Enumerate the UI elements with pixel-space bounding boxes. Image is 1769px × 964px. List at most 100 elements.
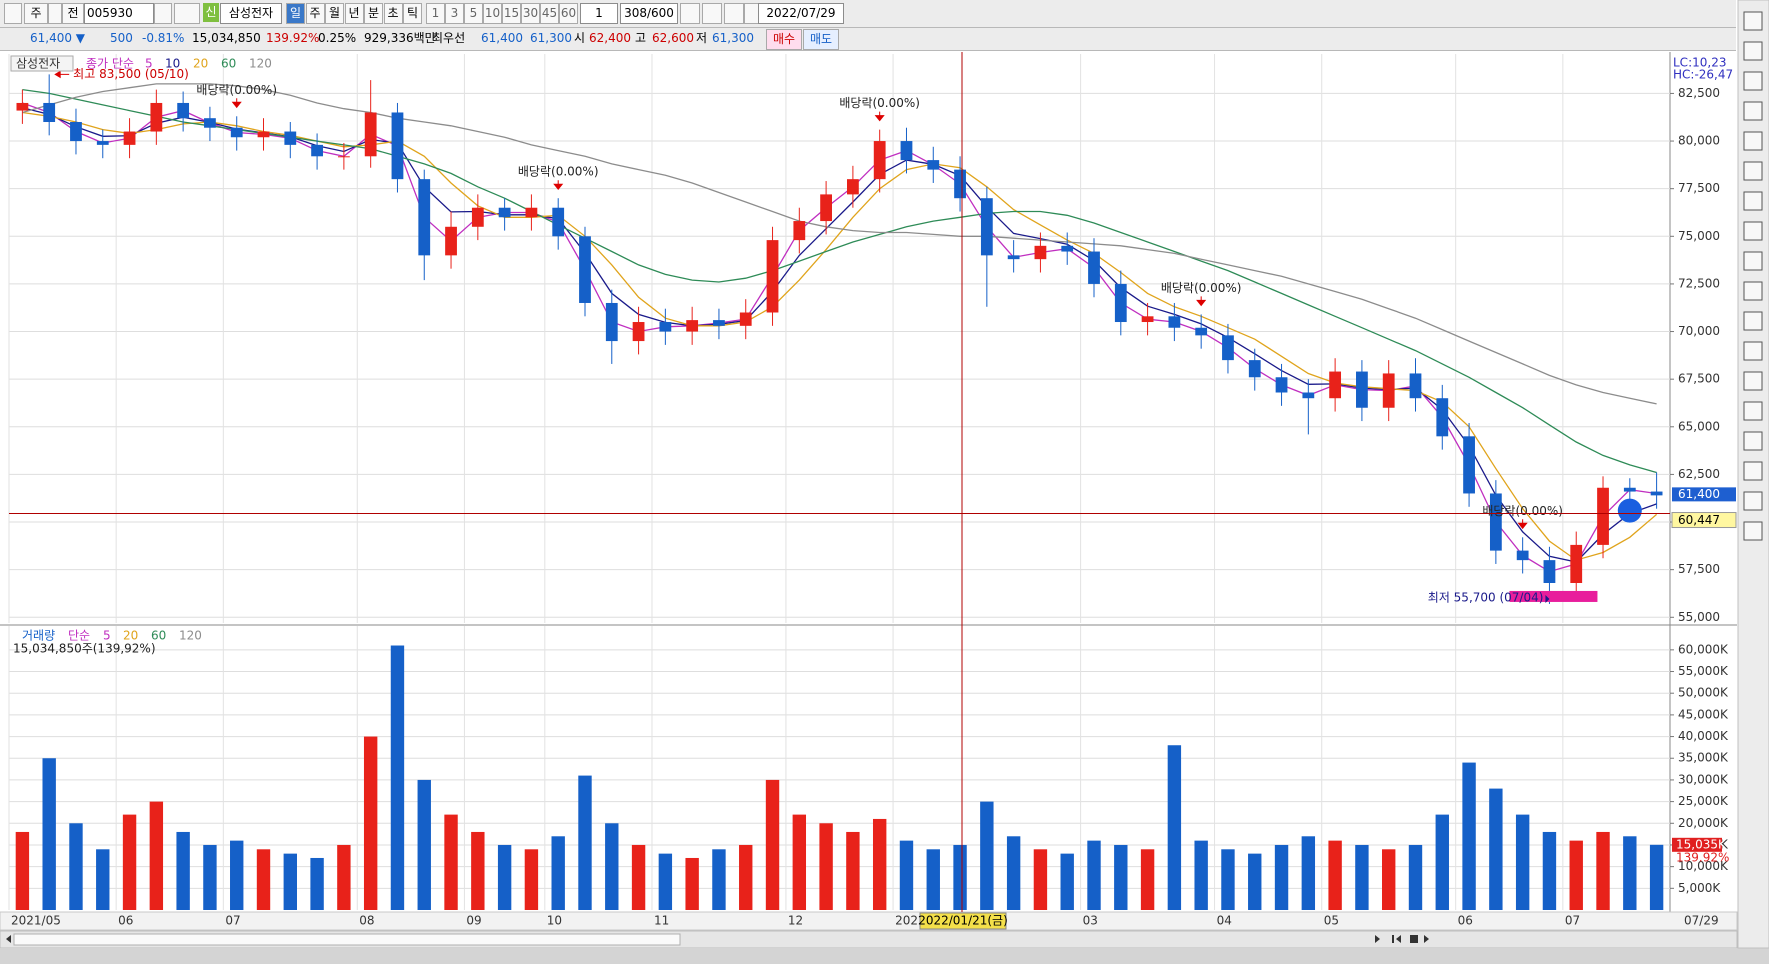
legend-entry[interactable]: 120 bbox=[249, 57, 272, 71]
candle-body bbox=[1007, 255, 1020, 260]
minute-button[interactable]: 3 bbox=[445, 3, 464, 24]
period-button[interactable]: 분 bbox=[364, 3, 383, 24]
period-button[interactable]: 주 bbox=[305, 3, 325, 24]
icon[interactable] bbox=[48, 3, 62, 24]
tool-icon[interactable] bbox=[1743, 401, 1763, 421]
y-tick-label: 20,000K bbox=[1678, 816, 1729, 830]
candle-body bbox=[337, 156, 350, 158]
minute-button[interactable]: 60 bbox=[559, 3, 578, 24]
code-input[interactable]: 005930 bbox=[84, 3, 154, 24]
tool-icon[interactable] bbox=[1743, 41, 1763, 61]
candle-body bbox=[1436, 398, 1449, 437]
candle-body bbox=[43, 102, 56, 123]
tool-icon[interactable] bbox=[1743, 371, 1763, 391]
crosshair-price: 60,447 bbox=[1678, 513, 1720, 527]
tool-icon[interactable] bbox=[1743, 461, 1763, 481]
quote-volume: 15,034,850 bbox=[192, 31, 261, 45]
minute-button[interactable]: 30 bbox=[521, 3, 540, 24]
indicator-lc: LC:10,23 bbox=[1673, 56, 1726, 70]
x-tick-label: 04 bbox=[1217, 914, 1232, 928]
chart-title: 삼성전자 bbox=[16, 57, 60, 71]
legend-entry[interactable]: 20 bbox=[123, 629, 138, 643]
icon[interactable] bbox=[680, 3, 700, 24]
tool-icon[interactable] bbox=[1743, 281, 1763, 301]
dividend-arrow bbox=[1517, 519, 1528, 530]
tool-icon[interactable] bbox=[1743, 491, 1763, 511]
legend-entry[interactable]: 60 bbox=[221, 57, 236, 71]
legend-entry[interactable]: 120 bbox=[179, 629, 202, 643]
buy-button[interactable]: 매수 bbox=[766, 29, 802, 50]
prefix[interactable]: 전 bbox=[62, 3, 84, 24]
tool-icon[interactable] bbox=[1743, 311, 1763, 331]
volume-bar bbox=[256, 849, 271, 910]
scroll-thumb[interactable] bbox=[13, 933, 681, 946]
candle-body bbox=[954, 169, 966, 199]
volume-bar bbox=[1355, 844, 1369, 910]
icon[interactable] bbox=[174, 3, 200, 24]
volume-bar bbox=[1328, 840, 1342, 910]
volume-bar bbox=[605, 823, 619, 910]
volume-title: 거래량 bbox=[22, 629, 55, 643]
tool-icon[interactable] bbox=[1743, 521, 1763, 541]
y-tick-label: 65,000 bbox=[1678, 419, 1720, 433]
tool-icon[interactable] bbox=[1743, 131, 1763, 151]
volume-bar bbox=[1221, 849, 1235, 910]
count-select[interactable]: 1 bbox=[580, 3, 618, 24]
volume-bar bbox=[1623, 836, 1637, 910]
legend-entry[interactable]: 20 bbox=[193, 57, 208, 71]
icon[interactable] bbox=[702, 3, 722, 24]
legend-entry[interactable]: 60 bbox=[151, 629, 166, 643]
tool-icon[interactable] bbox=[1743, 221, 1763, 241]
tool-icon[interactable] bbox=[1743, 11, 1763, 31]
minute-button[interactable]: 1 bbox=[426, 3, 445, 24]
tool-icon[interactable] bbox=[1743, 341, 1763, 361]
period-button[interactable]: 년 bbox=[344, 3, 364, 24]
highlight bbox=[1509, 590, 1598, 602]
candle-body bbox=[873, 141, 886, 180]
legend-entry[interactable]: 5 bbox=[103, 629, 111, 643]
minute-button[interactable]: 10 bbox=[483, 3, 502, 24]
minute-button[interactable]: 15 bbox=[502, 3, 521, 24]
minute-button[interactable]: 45 bbox=[540, 3, 559, 24]
tool-icon[interactable] bbox=[1743, 431, 1763, 451]
dividend-label: 배당락(0.00%) bbox=[1482, 504, 1563, 518]
date-input[interactable]: 2022/07/29 bbox=[758, 3, 844, 24]
legend-entry[interactable]: 10 bbox=[165, 57, 180, 71]
period-button[interactable]: 일 bbox=[286, 3, 305, 24]
x-tick-label: 07 bbox=[225, 914, 240, 928]
legend-entry[interactable]: 5 bbox=[145, 57, 153, 71]
minute-button[interactable]: 5 bbox=[464, 3, 483, 24]
volume-bar bbox=[872, 818, 887, 910]
tool-icon[interactable] bbox=[1743, 161, 1763, 181]
candle-body bbox=[632, 322, 645, 342]
candle-body bbox=[1409, 373, 1422, 399]
prefix[interactable]: 주 bbox=[24, 3, 48, 24]
period-button[interactable]: 초 bbox=[383, 3, 403, 24]
dividend-arrow bbox=[231, 98, 242, 109]
status-bar bbox=[0, 948, 1769, 964]
icon[interactable] bbox=[724, 3, 744, 24]
volume-bar bbox=[899, 840, 914, 910]
period-button[interactable]: 월 bbox=[325, 3, 344, 24]
crosshair-date-box bbox=[919, 912, 1007, 930]
volume-bar bbox=[578, 775, 592, 910]
tool-icon[interactable] bbox=[1743, 71, 1763, 91]
sell-button[interactable]: 매도 bbox=[803, 29, 839, 50]
volume-bar bbox=[739, 844, 753, 910]
period-button[interactable]: 틱 bbox=[403, 3, 422, 24]
scroll-controls[interactable] bbox=[1375, 935, 1429, 943]
candle-body bbox=[230, 127, 243, 138]
tool-icon[interactable] bbox=[1743, 101, 1763, 121]
y-tick-label: 75,000 bbox=[1678, 229, 1720, 243]
candle-body bbox=[1570, 544, 1583, 583]
dividend-label: 배당락(0.00%) bbox=[839, 96, 920, 110]
volume-bar bbox=[15, 831, 30, 910]
volume-bar bbox=[1248, 853, 1262, 910]
tool-icon[interactable] bbox=[1743, 191, 1763, 211]
icon[interactable] bbox=[154, 3, 172, 24]
scroll-left[interactable] bbox=[6, 935, 11, 943]
tool-icon[interactable] bbox=[1743, 251, 1763, 271]
dividend-label: 배당락(0.00%) bbox=[196, 83, 277, 97]
x-tick-label: 07/29 bbox=[1684, 914, 1719, 928]
icon[interactable] bbox=[4, 3, 22, 24]
